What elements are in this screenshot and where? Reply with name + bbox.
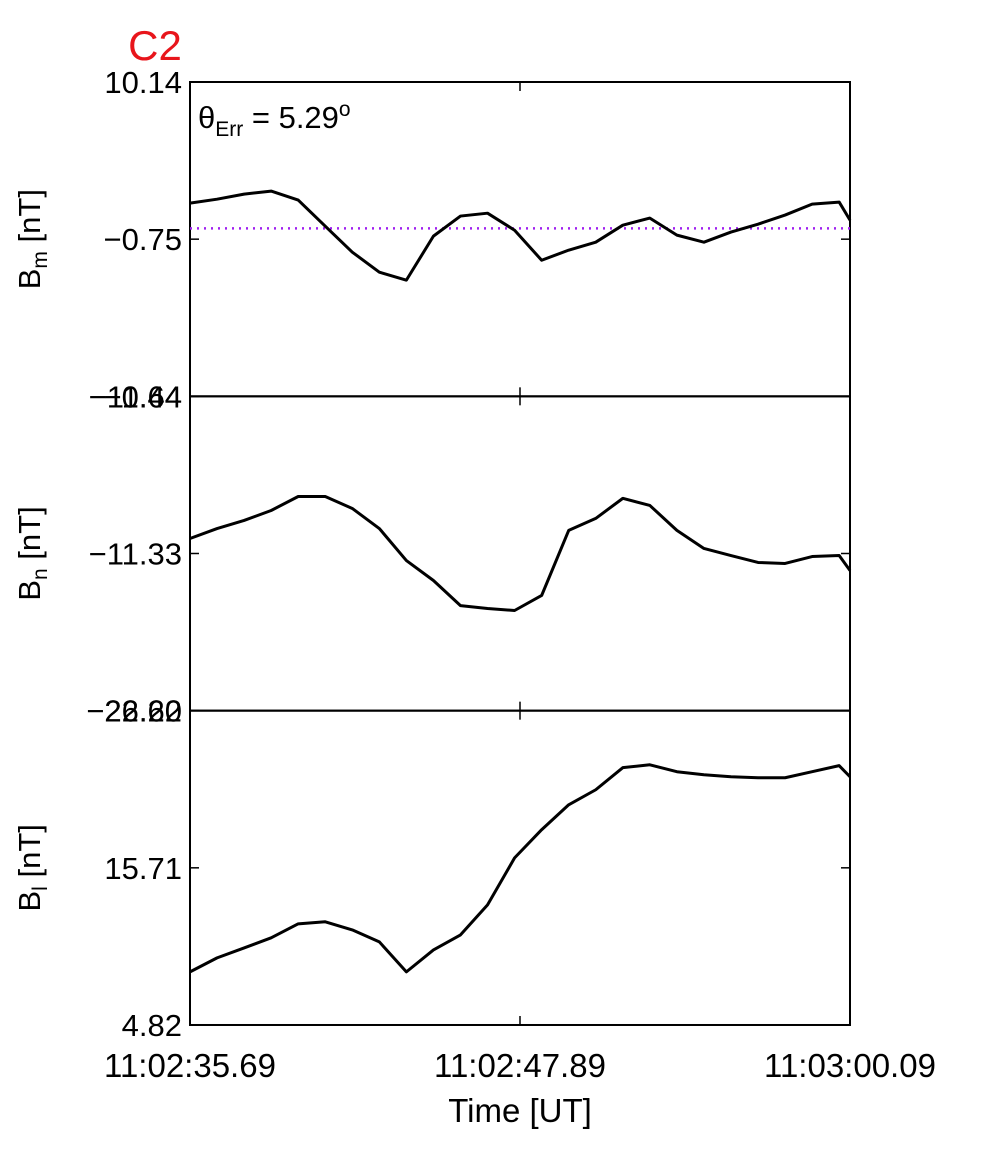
y-axis-label: Bm [nT]	[12, 189, 52, 289]
x-tick-label: 11:02:35.69	[104, 1047, 276, 1084]
y-axis-label-unit: [nT]	[12, 506, 47, 568]
x-axis-label: Time [UT]	[448, 1092, 592, 1129]
y-axis-label-unit: [nT]	[12, 189, 47, 251]
annotation-symbol: θ	[198, 100, 215, 135]
chart-title: C2	[128, 22, 182, 69]
y-axis-label-unit: [nT]	[12, 824, 47, 886]
data-line	[189, 494, 852, 612]
y-axis-label-sub: m	[29, 251, 52, 268]
y-tick-label: 4.82	[122, 1008, 182, 1043]
x-tick-label: 11:03:00.09	[764, 1047, 936, 1084]
y-tick-label: 15.71	[104, 851, 182, 886]
annotation-text: = 5.29	[243, 100, 339, 135]
y-tick-label: −0.44	[104, 379, 182, 414]
y-tick-label: −11.33	[89, 536, 182, 571]
y-axis-label-main: B	[12, 891, 47, 912]
y-tick-label: −11.64	[89, 379, 182, 414]
y-tick-label: 26.60	[104, 694, 182, 729]
y-tick-label: 10.14	[104, 65, 182, 100]
data-line	[189, 763, 852, 974]
y-tick-label: −0.75	[104, 222, 182, 257]
y-tick-label: −22.22	[86, 694, 182, 729]
x-tick-label: 11:02:47.89	[434, 1047, 606, 1084]
y-axis-label: Bn [nT]	[12, 506, 52, 600]
y-axis-label: Bl [nT]	[12, 824, 52, 911]
y-axis-label-sub: n	[29, 568, 52, 580]
y-axis-label-sub: l	[29, 886, 52, 891]
annotation-sup: o	[339, 98, 351, 121]
y-axis-label-main: B	[12, 580, 47, 601]
data-line	[189, 189, 852, 282]
y-axis-label-main: B	[12, 269, 47, 290]
annotation: θErr = 5.29o	[198, 98, 351, 141]
annotation-sub: Err	[215, 118, 243, 141]
